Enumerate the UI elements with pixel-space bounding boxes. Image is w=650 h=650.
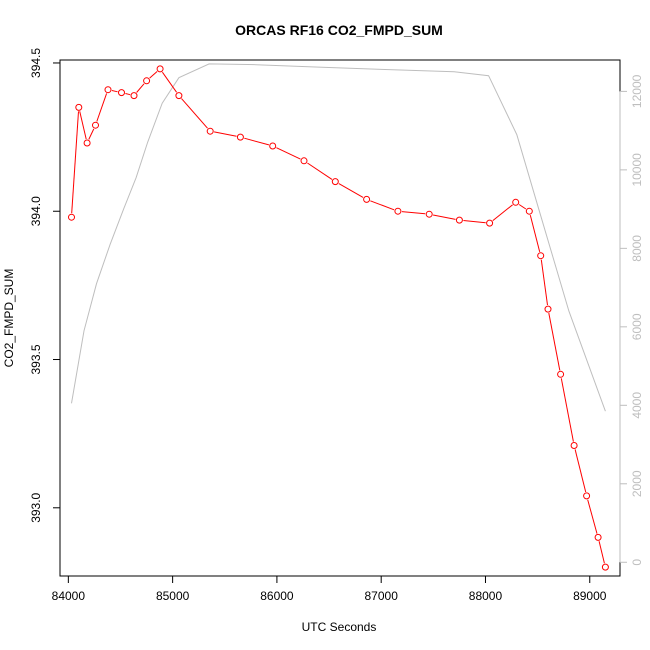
co2-data-point bbox=[236, 133, 244, 141]
y-tick-label: 394.5 bbox=[29, 48, 43, 78]
y-axis-right: 0 2000 4000 6000 8000 10000 12000 bbox=[619, 74, 644, 566]
co2-series-segment bbox=[401, 211, 426, 215]
co2-data-point bbox=[363, 195, 371, 203]
y-right-tick-label: 2000 bbox=[630, 470, 644, 497]
co2-data-point bbox=[525, 207, 533, 215]
co2-data-point bbox=[570, 442, 578, 449]
y-axis-label: CO2_FMPD_SUM bbox=[2, 269, 16, 368]
y-right-tick-label: 8000 bbox=[630, 235, 644, 262]
co2-series-segment bbox=[111, 90, 118, 93]
co2-series-segment bbox=[518, 204, 527, 210]
y-tick-label: 393.5 bbox=[29, 344, 43, 374]
co2-series-segment bbox=[307, 162, 333, 180]
co2-series-segment bbox=[548, 312, 561, 371]
co2-series-segment bbox=[136, 83, 145, 93]
co2-data-point bbox=[537, 252, 545, 260]
secondary-series-line bbox=[71, 63, 606, 412]
co2-series-segment bbox=[88, 128, 95, 140]
co2-data-point bbox=[331, 178, 339, 186]
chart-title: ORCAS RF16 CO2_FMPD_SUM bbox=[235, 22, 443, 38]
co2-data-point bbox=[486, 219, 494, 227]
co2-data-point bbox=[394, 207, 402, 215]
co2-series-segment bbox=[370, 200, 395, 211]
co2-data-point bbox=[75, 103, 83, 111]
co2-data-point bbox=[68, 213, 75, 221]
co2-data-point bbox=[425, 210, 433, 218]
plot-frame bbox=[59, 59, 621, 577]
secondary-series bbox=[71, 63, 606, 412]
co2-data-point bbox=[92, 121, 99, 129]
co2-series-segment bbox=[338, 183, 364, 198]
co2-data-point bbox=[601, 563, 609, 571]
co2-series-segment bbox=[161, 71, 178, 93]
co2-series-segment bbox=[96, 93, 108, 122]
x-tick-label: 88000 bbox=[469, 589, 503, 603]
co2-data-point bbox=[557, 370, 565, 378]
co2-series-segment bbox=[540, 259, 548, 306]
co2-series-segment bbox=[587, 499, 598, 534]
co2-data-point bbox=[156, 65, 164, 73]
co2-series-segment bbox=[181, 98, 208, 129]
co2-series-segment bbox=[71, 111, 79, 214]
co2-data-point bbox=[583, 492, 591, 500]
x-tick-label: 87000 bbox=[365, 589, 399, 603]
x-tick-label: 89000 bbox=[573, 589, 607, 603]
y-right-tick-label: 10000 bbox=[630, 153, 644, 187]
co2-series-segment bbox=[529, 214, 541, 253]
co2-data-point bbox=[269, 142, 277, 150]
co2-data-point bbox=[130, 92, 138, 100]
x-tick-label: 85000 bbox=[156, 589, 190, 603]
x-axis-label: UTC Seconds bbox=[302, 620, 377, 634]
co2-series-segment bbox=[214, 131, 237, 137]
y-axis-left: 393.0 393.5 394.0 394.5 bbox=[29, 48, 61, 523]
co2-series-segment bbox=[560, 378, 574, 442]
x-tick-label: 84000 bbox=[52, 589, 86, 603]
y-right-tick-label: 0 bbox=[630, 559, 644, 566]
x-axis: 84000 85000 86000 87000 88000 89000 bbox=[52, 575, 607, 603]
co2-series-segment bbox=[276, 147, 301, 160]
y-right-tick-label: 4000 bbox=[630, 392, 644, 419]
co2-data-point bbox=[206, 127, 214, 135]
co2-data-point bbox=[143, 77, 151, 85]
co2-data-point bbox=[300, 157, 308, 165]
co2-series-segment bbox=[79, 111, 87, 140]
co2-data-point bbox=[83, 139, 91, 147]
co2-data-point bbox=[175, 92, 183, 100]
co2-series bbox=[68, 65, 609, 571]
co2-series-segment bbox=[492, 204, 513, 221]
co2-data-point bbox=[118, 89, 125, 97]
y-right-tick-label: 6000 bbox=[630, 313, 644, 340]
co2-series-segment bbox=[598, 541, 605, 564]
co2-series-segment bbox=[244, 137, 270, 146]
co2-data-point bbox=[544, 305, 552, 313]
y-right-tick-label: 12000 bbox=[630, 74, 644, 108]
co2-data-point bbox=[104, 86, 112, 94]
co2-series-segment bbox=[433, 214, 456, 220]
co2-series-segment bbox=[149, 71, 158, 79]
co2-data-point bbox=[512, 198, 520, 206]
co2-data-point bbox=[455, 216, 463, 224]
co2-series-segment bbox=[463, 220, 486, 224]
co2-series-segment bbox=[125, 93, 131, 96]
y-tick-label: 393.0 bbox=[29, 492, 43, 522]
co2-data-point bbox=[594, 533, 602, 541]
co2-series-segment bbox=[574, 449, 587, 493]
y-tick-label: 394.0 bbox=[29, 196, 43, 226]
x-tick-label: 86000 bbox=[260, 589, 294, 603]
